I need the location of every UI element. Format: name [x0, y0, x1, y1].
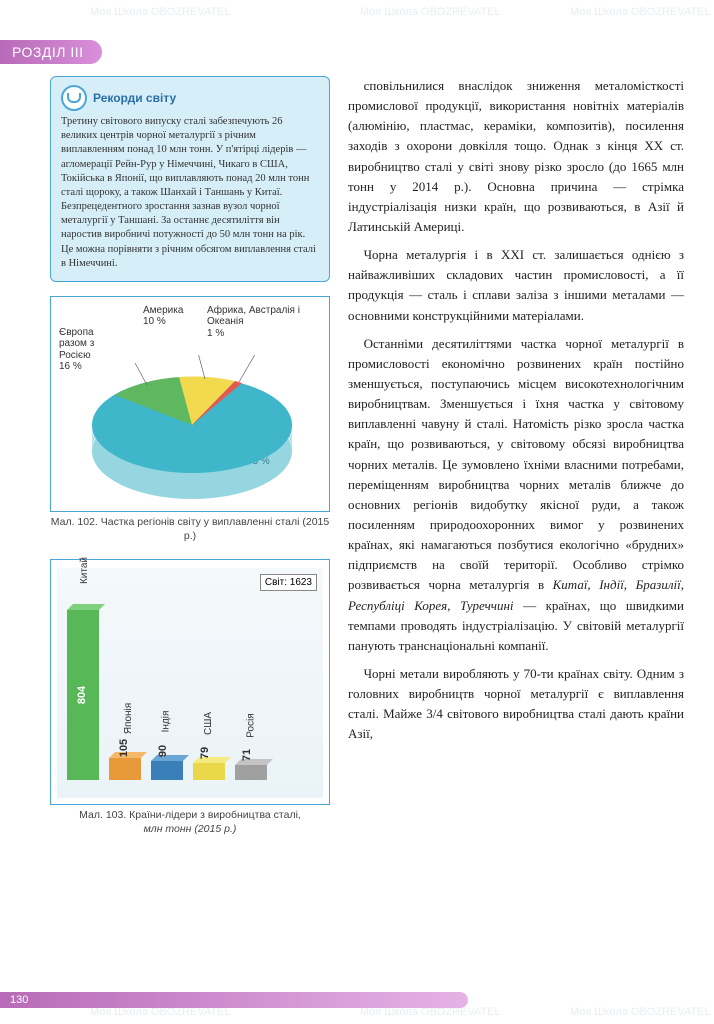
paragraph-2: Чорна металургія і в XXI ст. залишається…: [348, 245, 684, 326]
bar-chart: Світ: 1623 804 Китай 105 Японія 90 Індія…: [57, 568, 323, 798]
infobox-header: Рекорди світу: [61, 85, 319, 111]
bar-chart-box: Світ: 1623 804 Китай 105 Японія 90 Індія…: [50, 559, 330, 805]
pie-label-america: Америка10 %: [143, 305, 183, 328]
left-column: Рекорди світу Третину світового випуску …: [50, 76, 330, 852]
pie-svg: [87, 355, 297, 505]
page-number: 130: [0, 992, 468, 1008]
watermark: Моя Школа OBOZREVATEL: [570, 6, 711, 18]
textbook-page: Моя Школа OBOZREVATEL Моя Школа OBOZREVA…: [0, 0, 714, 1024]
pie-label-africa: Африка, Австралія і Океанія1 %: [207, 305, 317, 340]
records-icon: [61, 85, 87, 111]
pie-chart: Європа разом з Росією16 % Америка10 % Аф…: [57, 305, 323, 505]
bar-item: 90 Індія: [151, 761, 183, 780]
watermark: Моя Школа OBOZREVATEL: [90, 6, 231, 18]
section-badge: РОЗДІЛ III: [0, 40, 102, 64]
bar-world-total: Світ: 1623: [260, 574, 317, 591]
paragraph-1: сповільнилися внаслідок зниження металом…: [348, 76, 684, 237]
pie-caption: Мал. 102. Частка регіонів світу у виплав…: [50, 516, 330, 543]
watermark: Моя Школа OBOZREVATEL: [570, 1006, 711, 1018]
content-columns: Рекорди світу Третину світового випуску …: [50, 76, 684, 852]
bar-item: 105 Японія: [109, 758, 141, 780]
paragraph-4: Чорні метали виробляють у 70-ти країнах …: [348, 664, 684, 745]
bar-item: 804 Китай: [67, 610, 99, 780]
bar-caption: Мал. 103. Країни-лідери з виробництва ст…: [50, 809, 330, 836]
bar-item: 71 Росія: [235, 765, 267, 780]
body-text: сповільнилися внаслідок зниження металом…: [348, 76, 684, 852]
paragraph-3: Останніми десятиліттями частка чорної ме…: [348, 334, 684, 656]
bars-container: 804 Китай 105 Японія 90 Індія 79 США 71 …: [67, 590, 313, 780]
records-infobox: Рекорди світу Третину світового випуску …: [50, 76, 330, 282]
infobox-title: Рекорди світу: [93, 90, 176, 106]
infobox-text: Третину світового випуску сталі забезпеч…: [61, 115, 319, 271]
watermark: Моя Школа OBOZREVATEL: [360, 6, 501, 18]
pie-chart-box: Європа разом з Росією16 % Америка10 % Аф…: [50, 296, 330, 512]
bar-item: 79 США: [193, 763, 225, 780]
